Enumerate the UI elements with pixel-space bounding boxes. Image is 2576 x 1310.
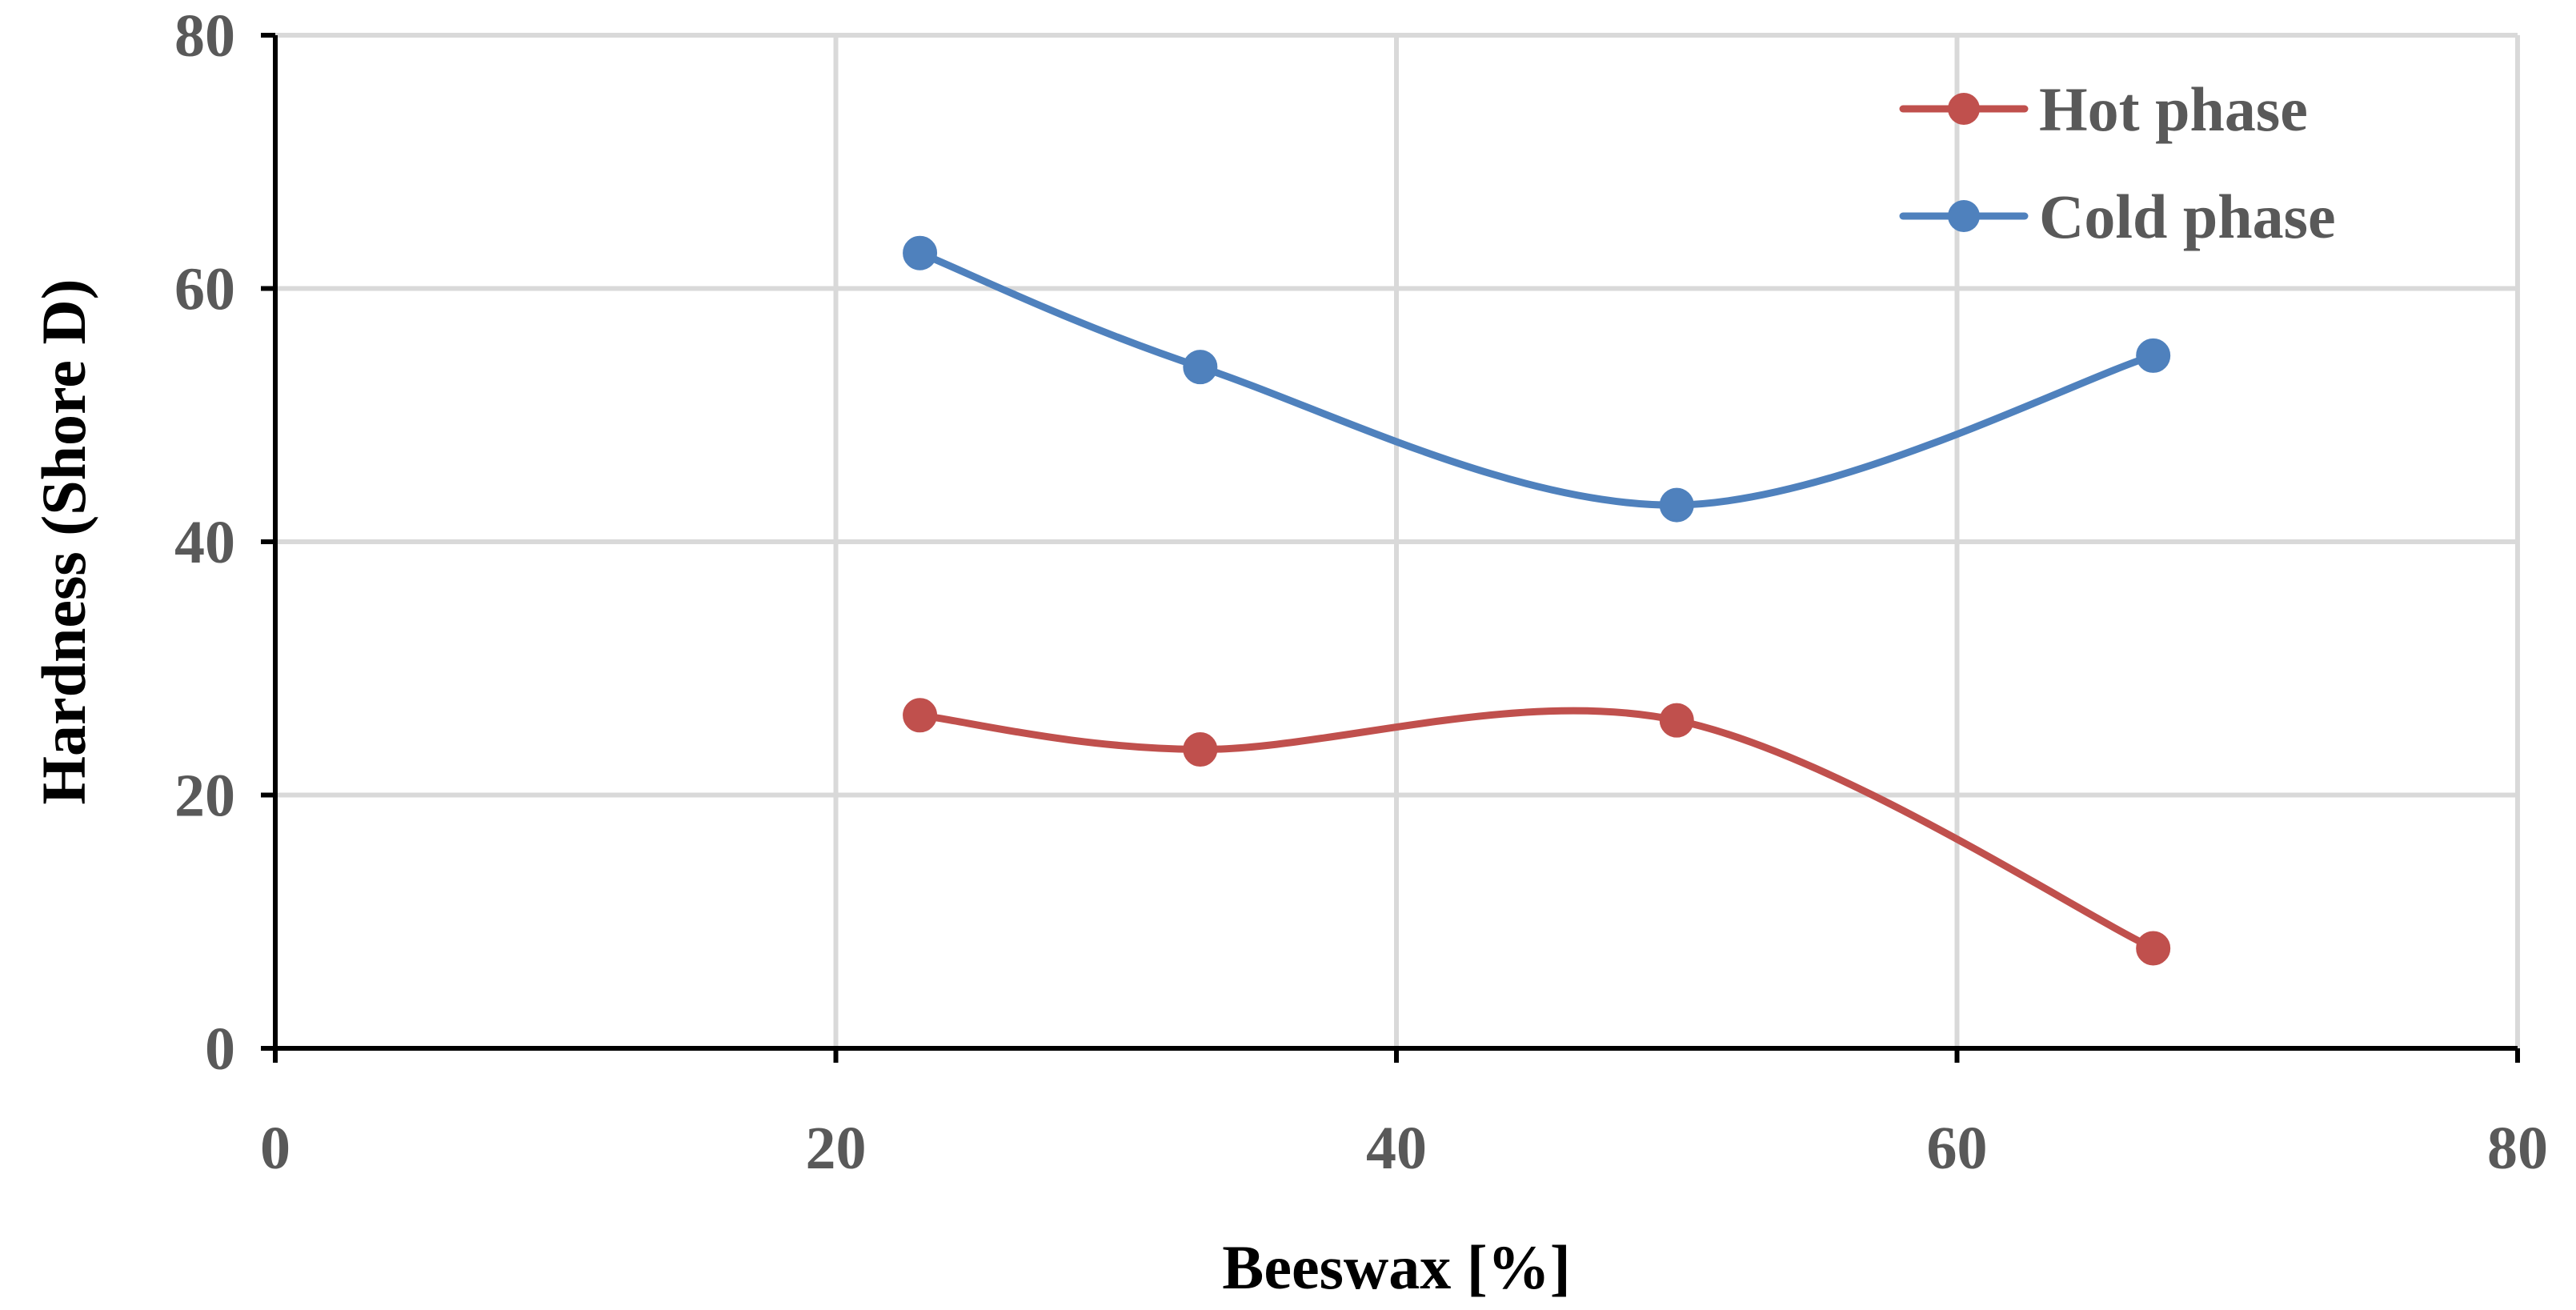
series-cold-phase [903,235,2171,523]
x-tick-label: 60 [1927,1115,1988,1182]
x-tick-label: 20 [806,1115,867,1182]
cold-phase-point [2136,338,2171,373]
cold-phase-line [916,249,2157,509]
legend-marker [1948,200,1980,232]
tick-labels: 0 20 40 60 80 0 20 40 60 80 [174,2,2548,1182]
legend: Hot phase Cold phase [1899,74,2336,251]
data-series [903,235,2171,966]
x-tick-label: 40 [1366,1115,1427,1182]
hot-phase-point [1659,703,1694,738]
legend-label: Cold phase [2039,182,2336,251]
hot-phase-point [1183,732,1218,767]
hot-phase-line [916,707,2157,952]
y-tick-label: 80 [174,2,235,70]
x-tick-label: 80 [2487,1115,2548,1182]
series-hot-phase [903,698,2171,966]
hot-phase-point [2136,931,2171,966]
y-tick-label: 0 [205,1016,235,1083]
cold-phase-point [1659,487,1694,523]
y-tick-label: 60 [174,256,235,323]
y-tick-label: 20 [174,763,235,830]
y-axis-title: Hardness (Shore D) [29,278,98,804]
legend-item-cold-phase: Cold phase [1899,182,2336,251]
legend-marker [1948,93,1980,125]
legend-item-hot-phase: Hot phase [1899,74,2308,144]
cold-phase-point [903,235,938,270]
cold-phase-point [1183,350,1218,385]
y-tick-label: 40 [174,509,235,576]
hot-phase-point [903,698,938,733]
x-tick-label: 0 [260,1115,290,1182]
x-axis-title: Beeswax [%] [1222,1232,1570,1302]
legend-label: Hot phase [2039,74,2308,144]
